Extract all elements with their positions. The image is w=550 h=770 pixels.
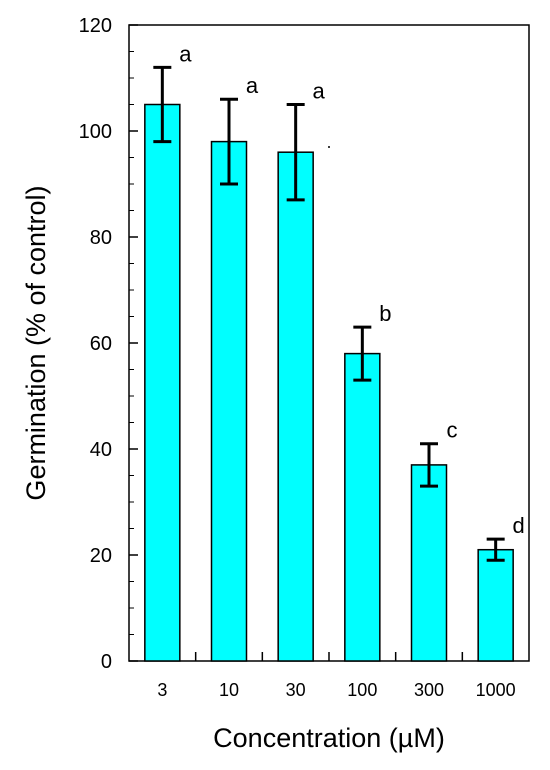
x-tick-label: 10 (219, 680, 239, 700)
x-axis: 3 10 30 100 300 1000 (157, 652, 516, 700)
significance-letter: a (313, 79, 326, 104)
error-bars (153, 65, 505, 562)
y-axis-title: Germination (% of control) (21, 185, 51, 500)
x-tick-label: 30 (286, 680, 306, 700)
bar-series (144, 103, 514, 662)
significance-letter: b (379, 301, 391, 326)
bar (344, 352, 381, 662)
y-tick-label: 0 (101, 651, 112, 673)
significance-letter: a (179, 41, 192, 66)
y-tick-label: 120 (79, 15, 112, 37)
bar (210, 140, 248, 662)
y-axis: 0 20 40 60 80 100 120 (79, 15, 138, 673)
x-tick-label: 3 (157, 680, 167, 700)
y-tick-label: 100 (79, 121, 112, 143)
significance-labels: a a a b c d (179, 41, 525, 538)
y-tick-label: 60 (90, 333, 112, 355)
bar (410, 464, 448, 662)
x-axis-title: Concentration (µM) (213, 723, 445, 753)
x-tick-label: 100 (347, 680, 377, 700)
y-tick-label: 80 (90, 227, 112, 249)
significance-letter: c (447, 418, 458, 443)
x-tick-label: 1000 (476, 680, 516, 700)
significance-letter: d (513, 513, 525, 538)
stray-dot (328, 146, 330, 148)
bar (277, 151, 314, 662)
x-tick-label: 300 (414, 680, 444, 700)
bar (144, 103, 181, 662)
plot-frame (128, 24, 530, 662)
bar (477, 548, 514, 662)
significance-letter: a (246, 73, 259, 98)
y-tick-label: 20 (90, 545, 112, 567)
y-tick-label: 40 (90, 439, 112, 461)
